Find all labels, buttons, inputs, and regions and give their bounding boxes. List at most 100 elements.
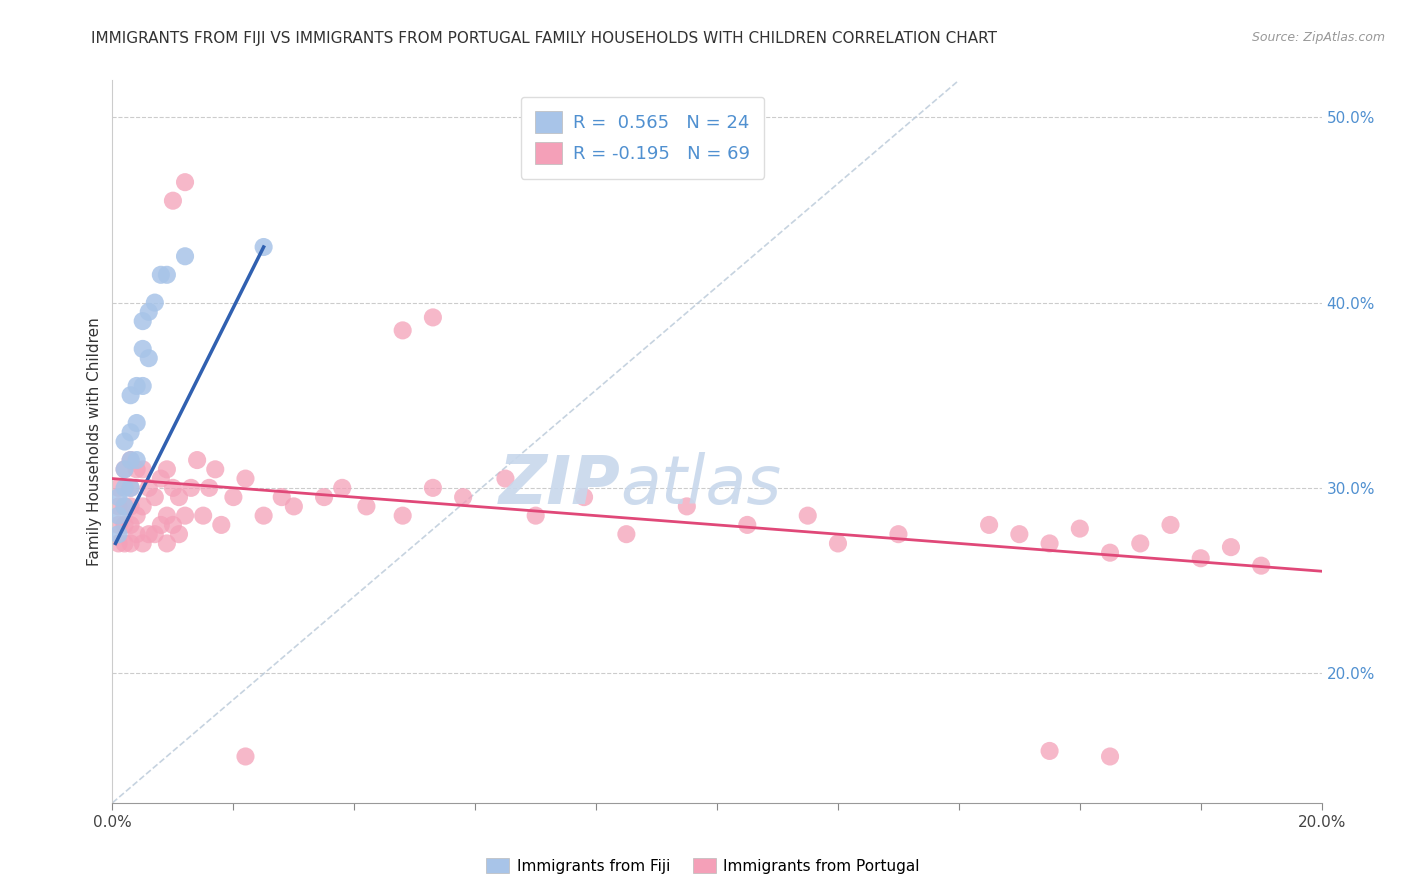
Point — [235, 472, 257, 486]
Point — [330, 481, 353, 495]
Point — [149, 517, 172, 532]
Point — [977, 517, 1000, 532]
Point — [107, 536, 129, 550]
Point — [107, 500, 129, 514]
Point — [572, 490, 595, 504]
Point — [114, 481, 136, 495]
Point — [1129, 536, 1152, 550]
Point — [887, 527, 910, 541]
Point — [114, 500, 136, 514]
Text: Source: ZipAtlas.com: Source: ZipAtlas.com — [1251, 31, 1385, 45]
Point — [524, 508, 547, 523]
Point — [270, 490, 292, 504]
Legend: R =  0.565   N = 24, R = -0.195   N = 69: R = 0.565 N = 24, R = -0.195 N = 69 — [520, 96, 765, 178]
Point — [422, 481, 444, 495]
Point — [107, 517, 129, 532]
Point — [1038, 744, 1062, 758]
Point — [186, 453, 208, 467]
Point — [253, 240, 276, 254]
Point — [143, 490, 166, 504]
Point — [120, 453, 142, 467]
Point — [356, 500, 378, 514]
Point — [107, 490, 129, 504]
Point — [107, 481, 129, 495]
Point — [143, 295, 166, 310]
Point — [1189, 551, 1212, 566]
Point — [120, 500, 142, 514]
Point — [138, 305, 160, 319]
Point — [120, 481, 142, 495]
Point — [156, 268, 179, 282]
Text: ZIP: ZIP — [499, 452, 620, 518]
Point — [149, 472, 172, 486]
Point — [737, 517, 759, 532]
Point — [1159, 517, 1181, 532]
Point — [120, 536, 142, 550]
Point — [495, 472, 517, 486]
Point — [114, 462, 136, 476]
Text: atlas: atlas — [620, 452, 782, 518]
Point — [167, 527, 190, 541]
Point — [114, 536, 136, 550]
Point — [132, 342, 155, 356]
Point — [132, 500, 155, 514]
Y-axis label: Family Households with Children: Family Households with Children — [87, 318, 103, 566]
Point — [1220, 540, 1243, 554]
Point — [451, 490, 474, 504]
Point — [314, 490, 336, 504]
Point — [156, 462, 179, 476]
Point — [180, 481, 202, 495]
Point — [143, 527, 166, 541]
Point — [138, 351, 160, 366]
Point — [391, 323, 413, 337]
Point — [132, 536, 155, 550]
Point — [422, 310, 444, 325]
Point — [120, 388, 142, 402]
Point — [114, 462, 136, 476]
Point — [107, 527, 129, 541]
Point — [125, 508, 148, 523]
Point — [132, 462, 155, 476]
Point — [120, 481, 142, 495]
Point — [1038, 536, 1062, 550]
Point — [162, 194, 184, 208]
Point — [198, 481, 221, 495]
Point — [174, 508, 197, 523]
Point — [204, 462, 226, 476]
Point — [191, 508, 214, 523]
Point — [132, 379, 155, 393]
Point — [1008, 527, 1031, 541]
Point — [138, 481, 160, 495]
Point — [125, 416, 148, 430]
Point — [162, 517, 184, 532]
Point — [120, 517, 142, 532]
Point — [132, 314, 155, 328]
Point — [125, 379, 148, 393]
Point — [235, 749, 257, 764]
Point — [114, 434, 136, 449]
Point — [253, 508, 276, 523]
Point — [125, 527, 148, 541]
Point — [675, 500, 697, 514]
Point — [125, 462, 148, 476]
Point — [222, 490, 245, 504]
Point — [1069, 522, 1091, 536]
Point — [827, 536, 849, 550]
Point — [156, 536, 179, 550]
Point — [1098, 546, 1121, 560]
Point — [120, 453, 142, 467]
Point — [796, 508, 818, 523]
Point — [209, 517, 232, 532]
Point — [1250, 558, 1272, 573]
Point — [162, 481, 184, 495]
Point — [149, 268, 172, 282]
Legend: Immigrants from Fiji, Immigrants from Portugal: Immigrants from Fiji, Immigrants from Po… — [479, 852, 927, 880]
Point — [1098, 749, 1121, 764]
Point — [174, 249, 197, 263]
Text: IMMIGRANTS FROM FIJI VS IMMIGRANTS FROM PORTUGAL FAMILY HOUSEHOLDS WITH CHILDREN: IMMIGRANTS FROM FIJI VS IMMIGRANTS FROM … — [91, 31, 997, 46]
Point — [120, 425, 142, 440]
Point — [283, 500, 305, 514]
Point — [616, 527, 638, 541]
Point — [167, 490, 190, 504]
Point — [114, 517, 136, 532]
